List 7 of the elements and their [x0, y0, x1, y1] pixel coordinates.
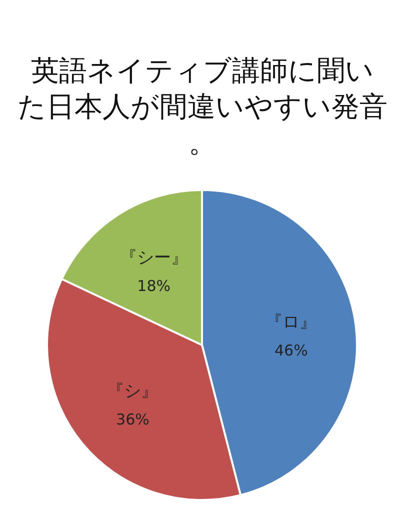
slice-label: 『シ』 — [107, 381, 158, 402]
data-label: 36% — [116, 410, 150, 428]
data-label: 46% — [274, 342, 308, 360]
slice-label: 『ロ』 — [266, 312, 317, 333]
data-label: 18% — [137, 277, 170, 296]
slice-label: 『シー』 — [120, 248, 188, 268]
chart-title: 英語ネイティブ講師に聞いた日本人が間違いやすい発音。 — [18, 54, 388, 159]
